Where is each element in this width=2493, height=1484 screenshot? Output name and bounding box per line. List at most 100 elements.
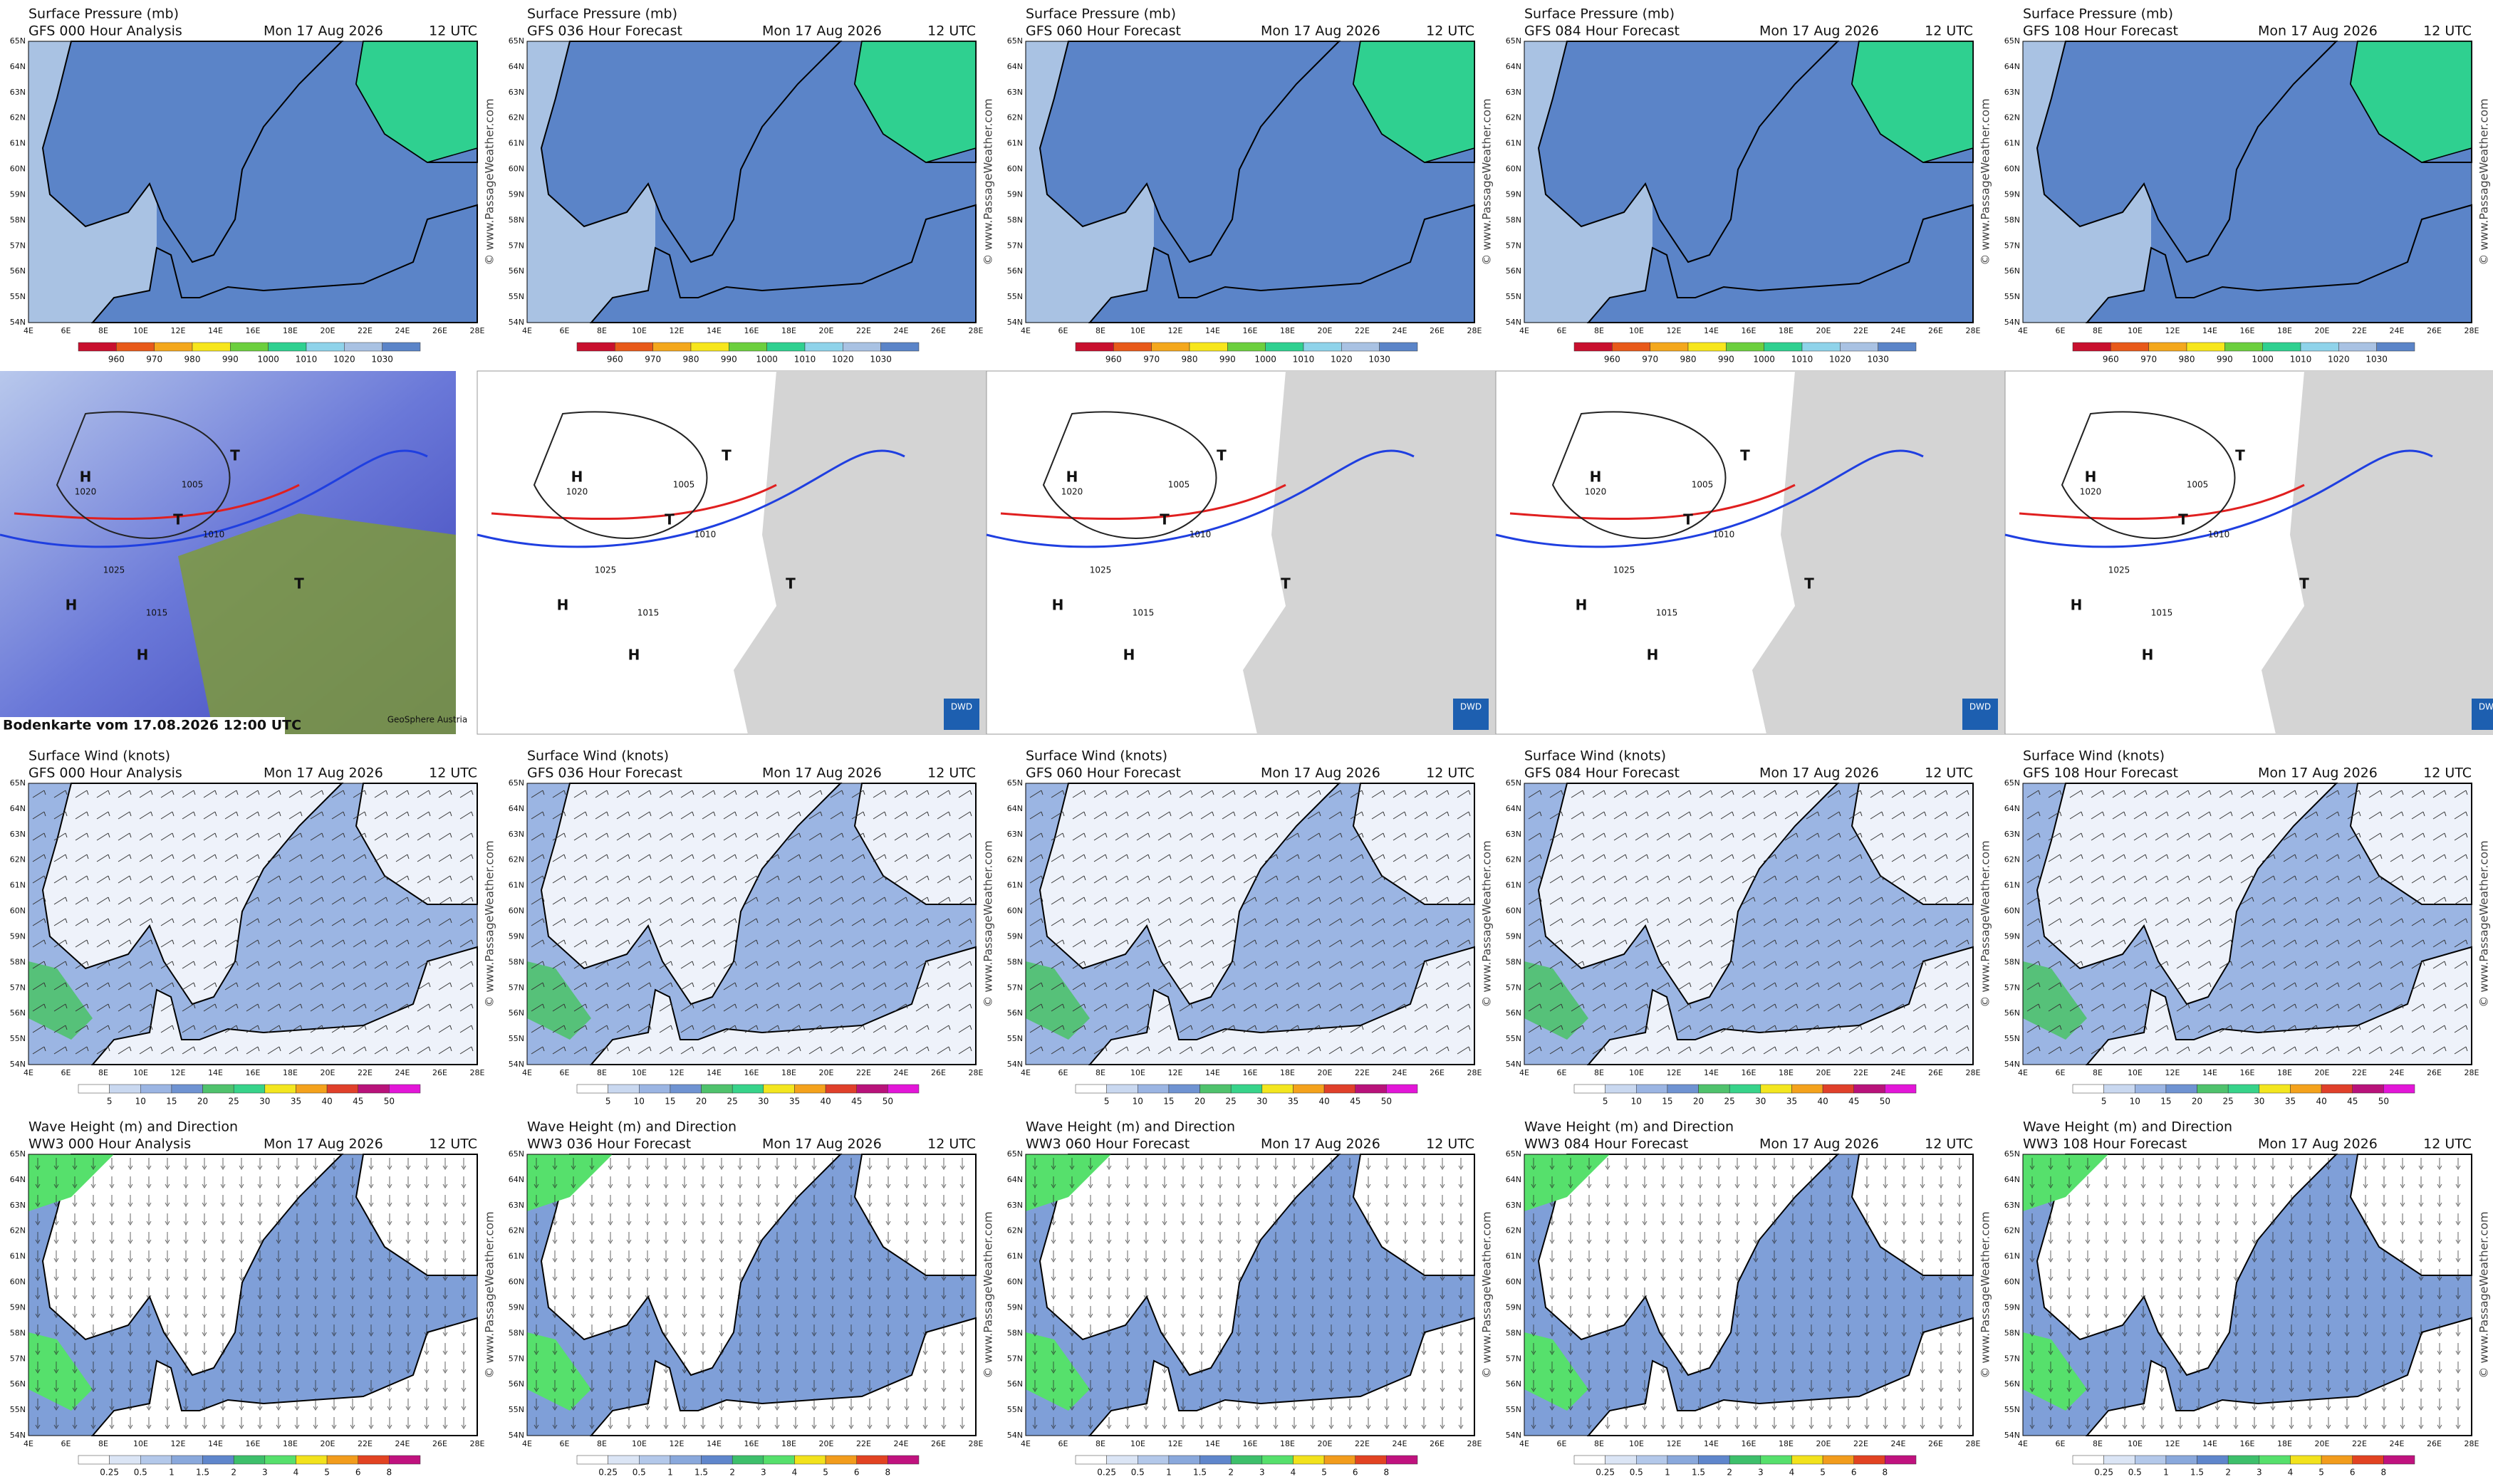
lat-label: 60N: [2004, 1277, 2020, 1287]
colorbar-swatch: [763, 1455, 795, 1465]
lon-label: 20E: [321, 1439, 335, 1448]
map-panel: Surface Wind (knots)GFS 036 Hour Forecas…: [509, 748, 995, 1107]
colorbar-swatch: [2227, 1084, 2260, 1094]
isobar: [1042, 411, 1217, 539]
lat-label: 64N: [2004, 804, 2020, 813]
lat-label: 61N: [10, 139, 26, 148]
colorbar-swatch: [140, 1455, 172, 1465]
map: [2022, 41, 2472, 323]
colorbar-label: 1020: [1331, 355, 1353, 365]
lon-label: 26E: [432, 326, 447, 335]
lon-label: 20E: [1318, 1068, 1333, 1077]
colorbar-swatch: [171, 1084, 203, 1094]
map-panel: Surface Wind (knots)GFS 060 Hour Forecas…: [1007, 748, 1494, 1107]
lon-label: 22E: [1853, 326, 1868, 335]
lon-label: 26E: [432, 1068, 447, 1077]
colorbar-swatch: [1698, 1455, 1730, 1465]
lon-label: 8E: [597, 1439, 607, 1448]
lat-label: 60N: [1506, 1277, 1521, 1287]
pressure-label: 1015: [1656, 608, 1678, 618]
lon-label: 8E: [1594, 326, 1604, 335]
lat-label: 60N: [1007, 164, 1023, 174]
colorbar-swatch: [1355, 1084, 1387, 1094]
colorbar-label: 990: [1718, 355, 1734, 365]
panel-title: Surface Wind (knots): [28, 748, 170, 764]
valid-time: 12 UTC: [429, 765, 477, 781]
lon-label: 10E: [1629, 326, 1644, 335]
colorbar-label: 50: [1381, 1097, 1392, 1107]
lon-label: 6E: [2056, 1068, 2066, 1077]
lon-label: 6E: [61, 1439, 71, 1448]
lat-label: 59N: [1506, 189, 1521, 199]
colorbar-swatch: [1293, 1455, 1325, 1465]
map-frame: [526, 783, 977, 1065]
colorbar-swatch: [230, 342, 269, 352]
colorbar-swatch: [233, 1084, 266, 1094]
isobar: [1551, 411, 1727, 539]
lat-label: 65N: [1007, 1149, 1023, 1159]
panel-title: Surface Pressure (mb): [1524, 6, 1675, 22]
colorbar-swatch: [1379, 342, 1418, 352]
wind-barbs: [28, 783, 477, 1065]
valid-date: Mon 17 Aug 2026: [1759, 1136, 1879, 1152]
lat-label: 60N: [2004, 906, 2020, 916]
model-run: GFS 060 Hour Forecast: [1026, 765, 1181, 781]
analysis-panel: H T H T H T 1005 1010 1015 1020 1025 DWD: [2004, 370, 2493, 735]
map-frame: [1524, 41, 1974, 323]
colorbar-label: 970: [645, 355, 661, 365]
colorbar-label: 1: [1166, 1468, 1172, 1478]
lon-label: 22E: [358, 1068, 373, 1077]
lon-label: 22E: [1355, 326, 1370, 335]
lon-label: 4E: [1021, 1068, 1031, 1077]
colorbar-label: 960: [1604, 355, 1620, 365]
lat-label: 65N: [10, 36, 26, 46]
panel-title: Wave Height (m) and Direction: [1026, 1119, 1235, 1135]
colorbar-swatch: [2197, 1084, 2229, 1094]
lat-label: 57N: [509, 1354, 524, 1363]
colorbar-label: 1010: [1791, 355, 1813, 365]
lon-label: 10E: [632, 326, 647, 335]
pressure-label: T: [230, 447, 240, 464]
watermark: © www.PassageWeather.com: [982, 98, 995, 265]
colorbar-label: 8: [885, 1468, 891, 1478]
cold-front: [477, 449, 905, 548]
colorbar-swatch: [804, 342, 843, 352]
colorbar-label: 5: [1321, 1468, 1327, 1478]
colorbar-swatch: [576, 342, 615, 352]
lon-label: 16E: [2240, 1068, 2255, 1077]
colorbar-label: 0.5: [1131, 1468, 1145, 1478]
colorbar-label: 20: [1693, 1097, 1704, 1107]
lat-label: 55N: [1506, 1034, 1521, 1043]
pressure-label: T: [294, 575, 304, 592]
model-run: WW3 084 Hour Forecast: [1524, 1136, 1688, 1152]
analysis-panel: H T H T H T 1005 1010 1015 1020 1025 DWD: [477, 370, 987, 735]
valid-time: 12 UTC: [1426, 23, 1474, 39]
lon-label: 8E: [98, 1068, 108, 1077]
colorbar-label: 3: [761, 1468, 766, 1478]
lat-label: 54N: [509, 1431, 524, 1440]
watermark: © www.PassageWeather.com: [2477, 1211, 2491, 1378]
colorbar-label: 0.5: [1630, 1468, 1643, 1478]
lon-label: 26E: [1928, 1068, 1943, 1077]
lat-label: 65N: [1506, 778, 1521, 788]
lat-label: 61N: [509, 1252, 524, 1261]
lon-label: 14E: [2202, 1068, 2217, 1077]
lat-label: 63N: [1007, 1201, 1023, 1210]
lon-label: 10E: [133, 1439, 148, 1448]
lon-label: 20E: [2315, 1068, 2330, 1077]
cold-front: [0, 449, 428, 548]
colorbar-swatch: [140, 1084, 172, 1094]
map-panel: Surface Pressure (mb)GFS 000 Hour Analys…: [10, 6, 496, 365]
map: [1025, 41, 1475, 323]
lon-label: 4E: [1021, 326, 1031, 335]
lon-label: 6E: [61, 1068, 71, 1077]
pressure-label: 1020: [1585, 487, 1607, 497]
colorbar-label: 970: [1642, 355, 1658, 365]
model-run: GFS 000 Hour Analysis: [28, 23, 182, 39]
lat-label: 58N: [1007, 215, 1023, 224]
watermark: © www.PassageWeather.com: [1979, 1211, 1992, 1378]
lon-label: 14E: [2202, 326, 2217, 335]
colorbar-swatch: [1199, 1455, 1232, 1465]
lat-label: 55N: [509, 1034, 524, 1043]
